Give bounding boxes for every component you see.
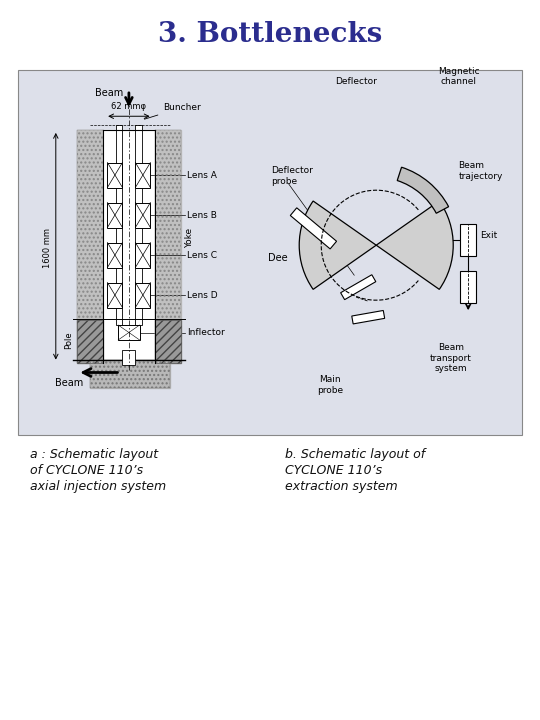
Text: 1600 mm: 1600 mm	[43, 228, 52, 268]
Text: Buncher: Buncher	[145, 103, 201, 120]
Text: Main
probe: Main probe	[317, 375, 343, 395]
Bar	[18, 70, 522, 435]
Text: Dee: Dee	[268, 253, 288, 264]
Text: 62 mmφ: 62 mmφ	[111, 102, 146, 112]
Polygon shape	[136, 243, 151, 268]
Polygon shape	[116, 125, 123, 325]
Text: axial injection system: axial injection system	[30, 480, 166, 493]
Polygon shape	[118, 325, 140, 340]
Polygon shape	[136, 202, 151, 228]
Text: Beam
trajectory: Beam trajectory	[458, 161, 503, 181]
Text: Lens B: Lens B	[187, 210, 217, 220]
Text: Lens C: Lens C	[187, 251, 217, 259]
Polygon shape	[107, 282, 123, 307]
Wedge shape	[376, 201, 453, 289]
Text: Inflector: Inflector	[187, 328, 225, 337]
Text: Deflector
probe: Deflector probe	[271, 166, 313, 186]
Polygon shape	[77, 320, 103, 362]
Text: Beam
transport
system: Beam transport system	[430, 343, 471, 373]
Text: Lens D: Lens D	[187, 290, 218, 300]
Polygon shape	[107, 163, 123, 187]
Text: CYCLONE 110’s: CYCLONE 110’s	[285, 464, 382, 477]
Text: a : Schematic layout: a : Schematic layout	[30, 448, 158, 461]
Text: Magnetic
channel: Magnetic channel	[437, 66, 480, 86]
Polygon shape	[154, 320, 180, 362]
Text: 3. Bottlenecks: 3. Bottlenecks	[158, 22, 382, 48]
Text: Lens A: Lens A	[187, 171, 217, 179]
Polygon shape	[136, 125, 142, 325]
Polygon shape	[123, 350, 136, 365]
Polygon shape	[107, 202, 123, 228]
Text: b. Schematic layout of: b. Schematic layout of	[285, 448, 425, 461]
Polygon shape	[460, 224, 476, 256]
Text: extraction system: extraction system	[285, 480, 397, 493]
Text: Beam: Beam	[96, 88, 124, 97]
Polygon shape	[291, 208, 336, 249]
Polygon shape	[77, 130, 103, 362]
Polygon shape	[352, 310, 384, 324]
Text: Pole: Pole	[64, 331, 73, 348]
Text: of CYCLONE 110’s: of CYCLONE 110’s	[30, 464, 143, 477]
Polygon shape	[107, 243, 123, 268]
Text: Exit: Exit	[480, 230, 497, 240]
Polygon shape	[460, 271, 476, 303]
Text: Beam: Beam	[55, 377, 83, 387]
Polygon shape	[103, 130, 154, 362]
Text: Deflector: Deflector	[335, 77, 376, 86]
Polygon shape	[136, 163, 151, 187]
Text: Yoke: Yoke	[185, 228, 194, 248]
Wedge shape	[397, 167, 449, 213]
Wedge shape	[299, 201, 376, 289]
Polygon shape	[90, 360, 170, 387]
Polygon shape	[154, 130, 180, 362]
Polygon shape	[136, 282, 151, 307]
Polygon shape	[341, 275, 376, 300]
